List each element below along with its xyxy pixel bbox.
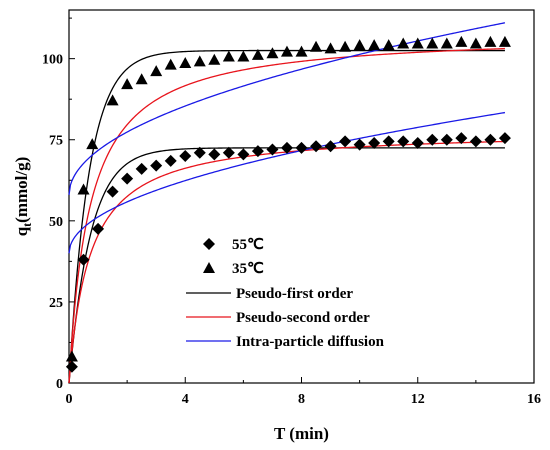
diamond-marker [440,133,453,146]
triangle-marker [426,37,439,49]
triangle-marker [411,37,424,49]
diamond-marker [469,135,482,148]
triangle-marker [65,350,78,362]
fit-curve [68,47,505,384]
diamond-marker [295,141,308,154]
diamond-marker [150,159,163,172]
diamond-marker [426,133,439,146]
diamond-marker [324,140,337,153]
axis-ticks: 0 4 8 12 16 0 25 50 75 100 [42,17,541,407]
triangle-marker [222,50,235,62]
triangle-marker [280,45,293,57]
y-tick-label: 0 [56,377,63,392]
diamond-marker [121,172,134,185]
legend-diamond-marker [203,238,215,250]
legend-label-35c: 35℃ [232,261,264,277]
diamond-marker [353,138,366,151]
diamond-marker [179,149,192,162]
triangle-marker [135,73,148,85]
y-axis-title-sub: t [20,223,34,227]
triangle-marker [469,37,482,49]
triangle-marker [86,138,99,150]
legend-triangle-marker [203,262,215,273]
model-curves [68,22,506,384]
diamond-marker [484,133,497,146]
triangle-marker [455,35,468,47]
triangle-marker [121,78,134,90]
diamond-marker [455,132,468,145]
diamond-marker [208,148,221,161]
triangle-marker [353,39,366,51]
fit-curve [68,111,506,254]
triangle-marker [484,35,497,47]
data-markers [65,35,511,373]
diamond-marker [368,136,381,149]
diamond-marker [237,148,250,161]
triangle-marker [77,183,90,195]
x-tick-label: 0 [66,392,73,407]
legend-label-ipd: Intra-particle diffusion [236,334,385,350]
triangle-marker [150,65,163,77]
legend-label-pfo: Pseudo-first order [236,286,353,302]
y-axis-title: qt(mmol/g) [12,157,34,237]
diamond-marker [106,185,119,198]
legend-label-pso: Pseudo-second order [236,310,370,326]
y-axis-title-main: q [12,226,31,236]
diamond-marker [77,253,90,266]
diamond-marker [411,136,424,149]
triangle-marker [179,57,192,69]
triangle-marker [295,45,308,57]
diamond-marker [164,154,177,167]
triangle-marker [339,40,352,52]
diamond-marker [222,146,235,159]
diamond-marker [310,140,323,153]
diamond-marker [397,135,410,148]
triangle-marker [382,39,395,51]
diamond-marker [498,132,511,145]
diamond-marker [382,135,395,148]
y-axis-title-rest: (mmol/g) [12,157,31,223]
triangle-marker [106,94,119,106]
x-axis-title: T (min) [274,424,329,443]
legend-label-55c: 55℃ [232,237,264,253]
triangle-marker [164,58,177,70]
x-tick-label: 12 [411,392,425,407]
triangle-marker [251,48,264,60]
triangle-marker [440,37,453,49]
legend: 55℃ 35℃ Pseudo-first order Pseudo-second… [186,237,385,350]
diamond-marker [193,146,206,159]
triangle-marker [498,35,511,47]
triangle-marker [193,55,206,67]
triangle-marker [208,53,221,65]
y-tick-label: 50 [49,215,63,230]
diamond-marker [92,222,105,235]
diamond-marker [65,360,78,373]
y-tick-label: 75 [49,134,63,149]
triangle-marker [324,42,337,54]
triangle-marker [237,50,250,62]
triangle-marker [397,37,410,49]
y-tick-label: 25 [49,296,63,311]
y-tick-label: 100 [42,53,63,68]
diamond-marker [266,143,279,156]
x-tick-label: 4 [182,392,189,407]
diamond-marker [251,145,264,158]
triangle-marker [310,40,323,52]
diamond-marker [280,141,293,154]
x-tick-label: 8 [298,392,305,407]
triangle-marker [266,47,279,59]
diamond-marker [135,162,148,175]
x-tick-label: 16 [527,392,541,407]
triangle-marker [368,39,381,51]
diamond-marker [339,135,352,148]
